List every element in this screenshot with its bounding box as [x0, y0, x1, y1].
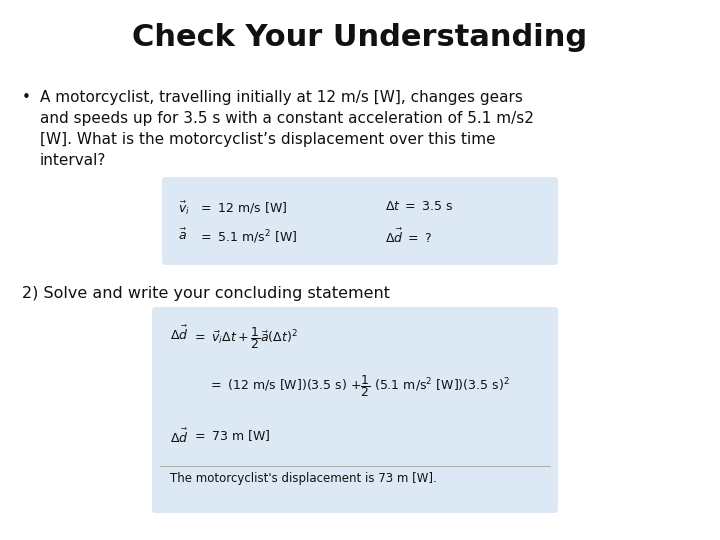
Text: $\vec{a}$: $\vec{a}$: [178, 228, 187, 243]
Text: $= \ $73 m [W]: $= \ $73 m [W]: [192, 428, 271, 443]
Text: The motorcyclist's displacement is 73 m [W].: The motorcyclist's displacement is 73 m …: [170, 472, 437, 485]
Text: •: •: [22, 90, 31, 105]
Text: interval?: interval?: [40, 153, 107, 168]
FancyBboxPatch shape: [152, 307, 558, 513]
Text: $\Delta\vec{d} \ = \ $?: $\Delta\vec{d} \ = \ $?: [385, 228, 433, 246]
Text: $\Delta\vec{d}$: $\Delta\vec{d}$: [170, 428, 189, 446]
Text: $= \ $(12 m/s [W])(3.5 s) $+ \dfrac{1}{2}\ $(5.1 m/s$^2$ [W])(3.5 s)$^2$: $= \ $(12 m/s [W])(3.5 s) $+ \dfrac{1}{2…: [208, 373, 510, 399]
Text: $= \ $12 m/s [W]: $= \ $12 m/s [W]: [198, 200, 287, 215]
Text: Check Your Understanding: Check Your Understanding: [132, 24, 588, 52]
Text: $\Delta t \ = \ $3.5 s: $\Delta t \ = \ $3.5 s: [385, 200, 454, 213]
Text: A motorcyclist, travelling initially at 12 m/s [W], changes gears: A motorcyclist, travelling initially at …: [40, 90, 523, 105]
Text: $= \ \vec{v}_i\Delta t + \dfrac{1}{2}\vec{a}(\Delta t)^2$: $= \ \vec{v}_i\Delta t + \dfrac{1}{2}\ve…: [192, 325, 297, 351]
Text: and speeds up for 3.5 s with a constant acceleration of 5.1 m/s2: and speeds up for 3.5 s with a constant …: [40, 111, 534, 126]
Text: $\Delta\vec{d}$: $\Delta\vec{d}$: [170, 325, 189, 343]
FancyBboxPatch shape: [162, 177, 558, 265]
Text: $\vec{v}_i$: $\vec{v}_i$: [178, 200, 190, 218]
Text: $= \ $5.1 m/s$^2$ [W]: $= \ $5.1 m/s$^2$ [W]: [198, 228, 297, 246]
Text: 2) Solve and write your concluding statement: 2) Solve and write your concluding state…: [22, 286, 390, 301]
Text: [W]. What is the motorcyclist’s displacement over this time: [W]. What is the motorcyclist’s displace…: [40, 132, 495, 147]
